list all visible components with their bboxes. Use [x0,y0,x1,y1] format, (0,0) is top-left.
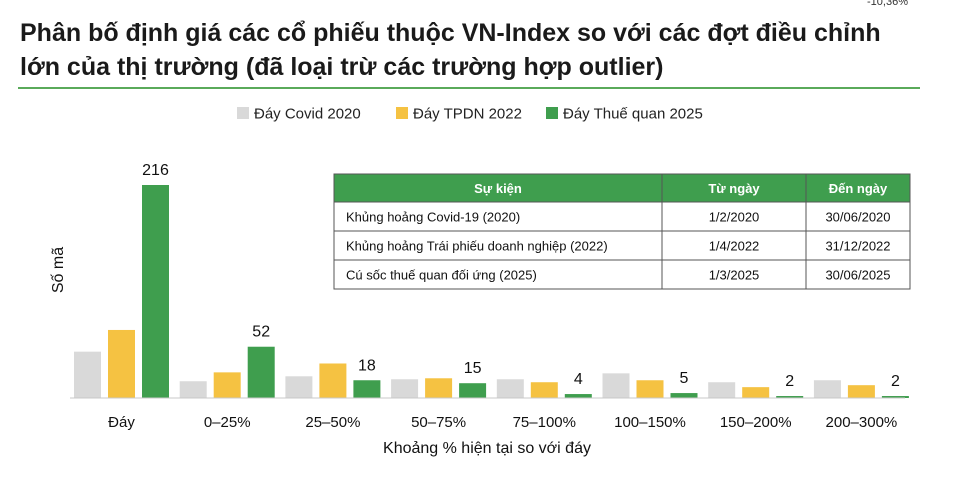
table-cell-1-1: Khủng hoảng Covid-19 (2020) [346,210,520,225]
bar-2-1 [108,329,135,398]
table-cell-2-1: Khủng hoảng Trái phiếu doanh nghiệp (202… [346,239,608,254]
chart-title-line-1: Phân bố định giá các cổ phiếu thuộc VN-I… [20,19,881,47]
data-label-8: 2 [891,373,900,390]
bar-1-6 [602,373,630,398]
data-label-1: 216 [142,162,169,179]
bar-1-3 [285,376,313,398]
x-tick-7: 150–200% [720,414,792,431]
bar-3-1 [142,185,169,398]
x-tick-labels: Đáy 0–25% 25–50% 50–75% 75–100% 100–150% 150–2… [108,414,897,431]
table-cell-1-2: 1/2/2020 [709,210,760,225]
bar-3-6 [670,393,698,398]
bar-2-3 [319,363,347,398]
table-cell-1-3: 30/06/2020 [825,210,890,225]
bar-2-2 [213,372,241,398]
x-tick-6: 100–150% [614,414,686,431]
y-axis-title: Số mã [50,247,67,293]
bar-1-4 [391,379,419,398]
bar-2-8 [847,385,875,398]
table-header-2: Từ ngày [708,181,760,196]
table-cell-3-1: Cú sốc thuế quan đối ứng (2025) [346,268,537,283]
corner-text: -10,36% [867,0,908,8]
x-axis-title: Khoảng % hiện tại so với đáy [383,440,591,457]
table-cell-2-2: 1/4/2022 [709,239,760,254]
bar-2-4 [425,378,453,398]
chart-title-line-2: lớn của thị trường (đã loại trừ các trườ… [20,53,663,81]
bar-2-5 [530,382,558,398]
legend-swatch-2 [396,107,408,119]
bar-1-1 [74,351,101,398]
data-label-2: 52 [252,324,270,341]
bar-3-2 [247,346,275,398]
bar-1-5 [496,379,524,398]
bar-2-7 [742,387,770,398]
legend-label-2: Đáy TPDN 2022 [413,106,522,123]
x-tick-2: 0–25% [204,414,251,431]
bar-3-7 [776,396,804,398]
x-tick-1: Đáy [108,414,135,431]
x-tick-3: 25–50% [305,414,360,431]
x-tick-4: 50–75% [411,414,466,431]
data-label-3: 18 [358,357,376,374]
table-header-3: Đến ngày [829,181,888,196]
bar-3-3 [353,380,381,398]
data-label-5: 4 [574,371,583,388]
bars [74,185,909,398]
legend-label-3: Đáy Thuế quan 2025 [563,106,703,123]
legend-swatch-3 [546,107,558,119]
table-cell-2-3: 31/12/2022 [825,239,890,254]
legend: Đáy Covid 2020 Đáy TPDN 2022 Đáy Thuế quan… [237,106,703,123]
bar-1-8 [813,380,841,398]
data-label-7: 2 [785,373,794,390]
legend-swatch-1 [237,107,249,119]
x-tick-8: 200–300% [826,414,898,431]
bar-3-5 [564,394,592,398]
data-label-6: 5 [680,370,689,387]
table-cell-3-2: 1/3/2025 [709,268,760,283]
table-header-1: Sự kiện [474,181,522,196]
bar-3-4 [459,383,487,398]
bar-1-2 [179,381,207,398]
legend-label-1: Đáy Covid 2020 [254,106,361,123]
bar-2-6 [636,380,664,398]
data-label-4: 15 [464,360,482,377]
bar-3-8 [881,396,909,398]
table-cell-3-3: 30/06/2025 [825,268,890,283]
event-table: Sự kiện Từ ngày Đến ngày Khủng hoảng Covid-… [333,173,911,290]
bar-1-7 [708,382,736,398]
x-tick-5: 75–100% [513,414,576,431]
table-header-bg [334,174,910,202]
